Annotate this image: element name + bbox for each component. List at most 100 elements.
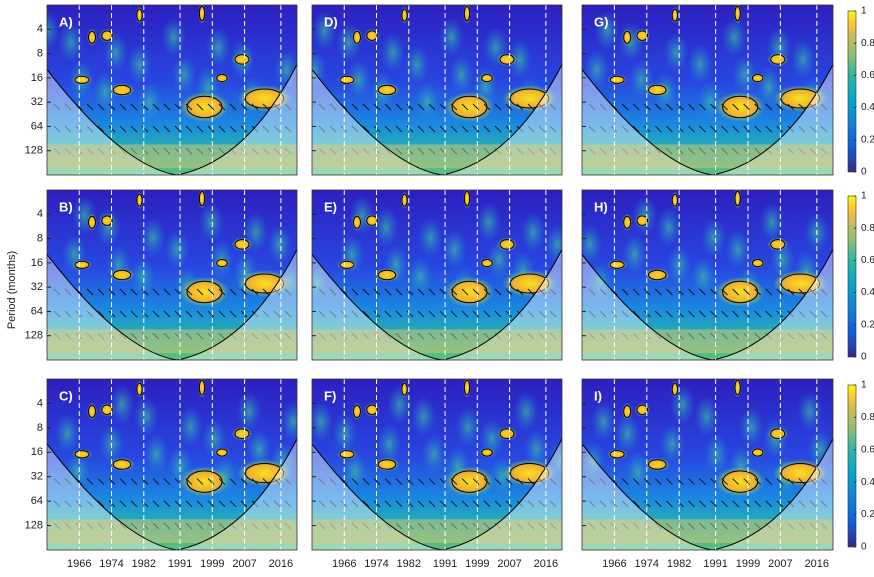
panel-plot bbox=[580, 377, 833, 550]
x-tick-label: 1974 bbox=[364, 558, 388, 570]
colorbar-tick-label: 0 bbox=[861, 352, 867, 363]
panel-label: F) bbox=[324, 388, 336, 403]
panel-label: I) bbox=[594, 388, 602, 403]
figure: Period (months) 4 8 16 32 64 128 A) D) G) 0 0.2 0.4… bbox=[0, 0, 874, 577]
coherence-patch bbox=[374, 207, 399, 248]
y-tick-label: 4 bbox=[37, 208, 43, 220]
coherence-patch bbox=[144, 434, 169, 475]
coherence-patch bbox=[418, 217, 443, 258]
coherence-patch bbox=[161, 17, 186, 58]
y-axis-label: Period (months) bbox=[6, 251, 18, 329]
colorbar-tick-label: 0.6 bbox=[861, 70, 874, 81]
x-tick-label: 1982 bbox=[132, 558, 156, 570]
significance-band bbox=[582, 519, 833, 543]
panel: 1966197419821991199920072016F) bbox=[308, 377, 573, 570]
colorbar-tick-label: 0.2 bbox=[861, 134, 874, 145]
coherence-patch bbox=[791, 39, 816, 80]
coherence-patch bbox=[267, 224, 292, 265]
significance-band bbox=[312, 329, 562, 353]
coherence-patch bbox=[405, 44, 430, 85]
coherence-patch bbox=[722, 17, 747, 58]
significance-band bbox=[582, 144, 833, 168]
colorbar-tick-label: 1 bbox=[861, 6, 867, 17]
panel: 48163264128A) bbox=[25, 3, 300, 175]
panel: 1966197419821991199920072016I) bbox=[580, 377, 833, 570]
y-tick-label: 32 bbox=[31, 96, 43, 108]
panel-label: E) bbox=[324, 199, 337, 214]
panel: D) bbox=[302, 3, 562, 175]
coherence-patch bbox=[415, 82, 440, 123]
y-tick-label: 8 bbox=[37, 47, 43, 59]
x-tick-label: 1982 bbox=[397, 558, 421, 570]
y-tick-label: 16 bbox=[31, 257, 43, 269]
y-tick-label: 4 bbox=[37, 23, 43, 35]
coherence-patch bbox=[591, 401, 616, 442]
panel-plot bbox=[308, 377, 573, 550]
x-tick-label: 1974 bbox=[99, 558, 123, 570]
panel-label: B) bbox=[59, 199, 73, 214]
coherence-patch bbox=[421, 434, 446, 475]
coherence-patch bbox=[521, 212, 546, 253]
colorbar-tick-label: 0.6 bbox=[861, 444, 874, 455]
x-tick-label: 2007 bbox=[232, 558, 256, 570]
coherence-patch bbox=[660, 423, 685, 464]
x-tick-label: 1974 bbox=[635, 558, 659, 570]
coherence-patch bbox=[411, 396, 436, 437]
y-tick-label: 128 bbox=[25, 145, 43, 157]
x-tick-label: 1966 bbox=[602, 558, 626, 570]
colorbar-tick-label: 0.2 bbox=[861, 319, 874, 330]
y-tick-label: 128 bbox=[25, 330, 43, 342]
coherence-patch bbox=[704, 434, 729, 475]
coherence-patch bbox=[172, 54, 197, 95]
coherence-patch bbox=[165, 229, 190, 270]
colorbar-tick-label: 0.4 bbox=[861, 287, 874, 298]
x-tick-label: 1999 bbox=[200, 558, 224, 570]
colorbar-tick-label: 0.4 bbox=[861, 477, 874, 488]
y-tick-label: 64 bbox=[31, 120, 43, 132]
panel-plot bbox=[577, 188, 833, 360]
panel-label: G) bbox=[594, 14, 608, 29]
significance-band bbox=[47, 329, 297, 353]
x-tick-label: 1999 bbox=[465, 558, 489, 570]
x-tick-label: 1999 bbox=[736, 558, 760, 570]
colorbar-tick-label: 0.6 bbox=[861, 255, 874, 266]
significance-band bbox=[312, 519, 562, 543]
significance-band bbox=[312, 144, 562, 168]
y-tick-label: 8 bbox=[37, 422, 43, 434]
x-tick-label: 1982 bbox=[667, 558, 691, 570]
panel-plot bbox=[47, 188, 303, 360]
x-tick-label: 1966 bbox=[67, 558, 91, 570]
panel-plot bbox=[302, 3, 562, 175]
coherence-patch bbox=[134, 396, 159, 437]
x-tick-label: 1991 bbox=[433, 558, 457, 570]
y-tick-label: 128 bbox=[25, 519, 43, 531]
colorbar-tick-label: 0 bbox=[861, 167, 867, 178]
panel-plot bbox=[47, 377, 306, 550]
coherence-patch bbox=[381, 32, 406, 73]
coherence-patch bbox=[797, 391, 822, 432]
x-tick-label: 2016 bbox=[269, 558, 293, 570]
colorbar bbox=[848, 385, 856, 547]
panel: 196619741982199119992007201648163264128C… bbox=[25, 377, 306, 570]
colorbar-tick-label: 0 bbox=[861, 542, 867, 553]
coherence-patch bbox=[206, 27, 231, 68]
x-tick-label: 2016 bbox=[534, 558, 558, 570]
colorbar bbox=[848, 196, 856, 357]
panel: E) bbox=[305, 188, 570, 360]
colorbar-tick-label: 0.8 bbox=[861, 412, 874, 423]
colorbar-tick-label: 0.2 bbox=[861, 509, 874, 520]
panel: 48163264128B) bbox=[25, 188, 303, 360]
coherence-patch bbox=[739, 406, 764, 447]
x-tick-label: 1966 bbox=[332, 558, 356, 570]
colorbar bbox=[848, 11, 856, 172]
coherence-patch bbox=[663, 32, 688, 73]
y-tick-label: 32 bbox=[31, 281, 43, 293]
panel: G) bbox=[582, 3, 833, 175]
significance-band bbox=[582, 329, 833, 353]
colorbar-tick-label: 0.8 bbox=[861, 223, 874, 234]
x-tick-label: 1991 bbox=[703, 558, 727, 570]
y-tick-label: 4 bbox=[37, 397, 43, 409]
coherence-patch bbox=[514, 391, 539, 432]
y-tick-label: 8 bbox=[37, 232, 43, 244]
panel-label: A) bbox=[59, 14, 73, 29]
